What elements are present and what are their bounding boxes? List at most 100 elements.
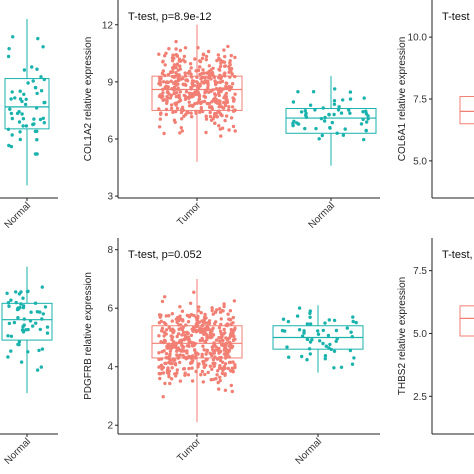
data-point bbox=[174, 47, 178, 51]
data-point bbox=[213, 81, 218, 85]
data-point bbox=[41, 45, 45, 49]
data-point bbox=[6, 355, 10, 359]
data-point bbox=[41, 312, 45, 316]
data-point bbox=[170, 70, 175, 74]
data-point bbox=[191, 354, 195, 358]
data-point bbox=[10, 90, 14, 94]
data-point bbox=[170, 319, 174, 323]
data-point bbox=[202, 327, 206, 331]
data-point bbox=[211, 326, 215, 330]
data-point bbox=[337, 105, 341, 109]
data-point bbox=[179, 110, 184, 115]
data-point bbox=[5, 291, 9, 295]
data-point bbox=[180, 333, 184, 337]
data-point bbox=[173, 361, 178, 366]
chart-panel-2: 3 6 9 12 COL1A2 relative expression T-test, p… bbox=[83, 0, 380, 231]
data-point bbox=[22, 92, 26, 97]
data-point bbox=[322, 119, 327, 123]
data-point bbox=[217, 56, 221, 61]
data-point bbox=[177, 57, 182, 61]
data-point bbox=[9, 144, 14, 149]
data-point bbox=[211, 348, 215, 352]
y-tick-label: 9 bbox=[107, 77, 113, 88]
data-point bbox=[222, 302, 226, 306]
data-point bbox=[227, 86, 231, 90]
data-point bbox=[194, 109, 198, 114]
chart-title: T-test bbox=[442, 11, 470, 23]
data-point bbox=[39, 89, 44, 93]
data-point bbox=[362, 137, 366, 142]
data-point bbox=[157, 125, 162, 129]
data-point bbox=[321, 106, 325, 110]
data-point bbox=[348, 97, 353, 101]
data-point bbox=[212, 364, 216, 368]
data-point bbox=[181, 325, 185, 330]
data-point bbox=[197, 362, 201, 366]
box-normal bbox=[4, 18, 50, 186]
data-point bbox=[174, 39, 178, 44]
data-point bbox=[224, 114, 229, 118]
data-point bbox=[192, 290, 196, 294]
data-point bbox=[295, 121, 299, 125]
data-point bbox=[203, 95, 208, 99]
data-point bbox=[226, 44, 230, 49]
data-point bbox=[348, 348, 353, 353]
data-point bbox=[208, 110, 212, 115]
data-point bbox=[179, 126, 183, 130]
data-point bbox=[33, 301, 38, 305]
data-point bbox=[218, 364, 222, 368]
data-point bbox=[17, 292, 22, 296]
data-point bbox=[228, 67, 232, 71]
data-point bbox=[180, 338, 184, 342]
data-point bbox=[222, 48, 226, 52]
data-point bbox=[185, 331, 190, 336]
data-point bbox=[202, 348, 206, 352]
y-tick-label: 12 bbox=[102, 20, 114, 31]
data-point bbox=[166, 72, 171, 77]
data-point bbox=[184, 335, 188, 339]
data-point bbox=[221, 360, 225, 364]
data-point bbox=[233, 92, 237, 96]
data-point bbox=[341, 133, 346, 137]
data-point bbox=[210, 367, 214, 371]
data-point bbox=[198, 65, 202, 69]
data-point bbox=[183, 46, 188, 50]
data-point bbox=[214, 345, 218, 349]
data-point bbox=[205, 321, 209, 325]
data-point bbox=[219, 113, 223, 117]
data-point bbox=[201, 344, 205, 348]
data-point bbox=[16, 342, 20, 347]
data-point bbox=[172, 85, 176, 90]
box-iqr bbox=[459, 305, 474, 337]
y-tick-label: 10.0 bbox=[408, 33, 428, 44]
data-point bbox=[6, 127, 11, 131]
data-point bbox=[193, 348, 197, 353]
data-point bbox=[186, 110, 190, 115]
data-point bbox=[220, 371, 225, 376]
data-point bbox=[40, 317, 44, 321]
data-point bbox=[307, 347, 312, 351]
data-point bbox=[24, 124, 29, 128]
data-point bbox=[186, 373, 191, 377]
data-point bbox=[209, 68, 213, 72]
data-point bbox=[168, 381, 172, 386]
data-point bbox=[232, 97, 236, 102]
data-point bbox=[178, 48, 183, 53]
data-point bbox=[217, 124, 221, 128]
data-point bbox=[190, 75, 194, 79]
data-point bbox=[201, 68, 205, 72]
data-point bbox=[217, 336, 221, 340]
data-point bbox=[351, 315, 355, 319]
data-point bbox=[194, 369, 198, 374]
data-point bbox=[197, 97, 201, 102]
data-point bbox=[209, 118, 214, 123]
data-point bbox=[181, 58, 185, 62]
data-point bbox=[19, 302, 23, 306]
data-point bbox=[229, 345, 234, 349]
data-point bbox=[163, 85, 167, 90]
data-point bbox=[304, 111, 308, 116]
data-point bbox=[208, 114, 213, 119]
data-point bbox=[170, 366, 174, 370]
data-point bbox=[198, 84, 202, 88]
data-point bbox=[7, 304, 11, 308]
